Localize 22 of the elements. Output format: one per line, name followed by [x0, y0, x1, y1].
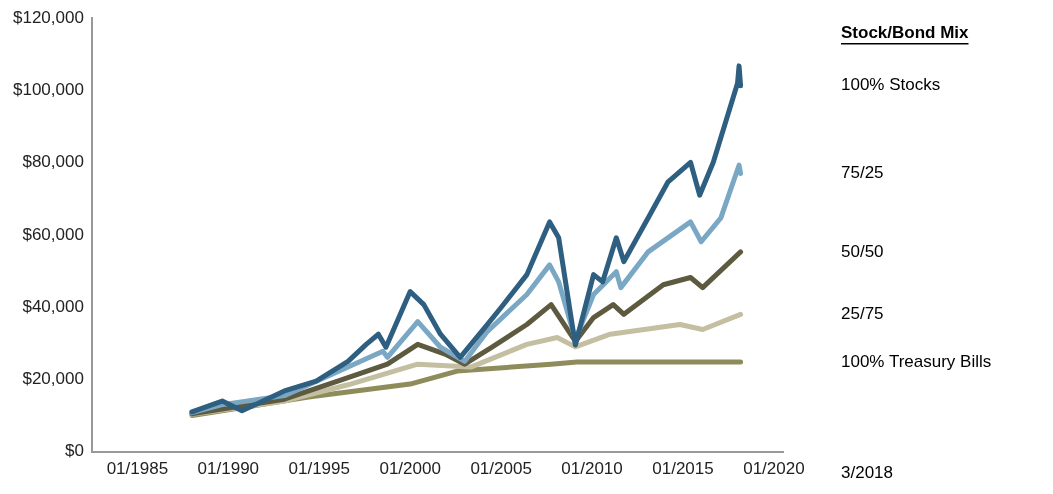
x-tick-label: 01/2000 [379, 459, 441, 479]
legend-title: Stock/Bond Mix [841, 22, 970, 42]
x-tick-label: 01/2005 [470, 459, 532, 479]
x-tick-label: 01/1995 [288, 459, 350, 479]
y-tick-label: $60,000 [22, 224, 84, 244]
y-tick-label: $0 [64, 441, 84, 461]
y-tick-label: $100,000 [13, 80, 84, 100]
text: 50/50 [841, 241, 884, 261]
y-tick-label: $40,000 [22, 296, 84, 316]
y-tick-label: $20,000 [22, 369, 84, 389]
text: 75/25 [841, 163, 884, 183]
x-tick-label: 01/1990 [197, 459, 260, 479]
x-tick-label: 01/2010 [561, 459, 623, 479]
text: 25/75 [841, 304, 884, 324]
x-tick-label: 01/1985 [106, 459, 169, 479]
y-tick-label: $80,000 [22, 152, 84, 172]
text: 100% Treasury Bills [841, 351, 992, 371]
y-tick-label: $120,000 [13, 7, 84, 27]
x-tick-label: 01/2015 [652, 459, 714, 479]
text: 3/2018 [841, 463, 893, 483]
text: 100% Stocks [841, 75, 941, 95]
x-tick-label: 01/2020 [743, 459, 805, 479]
